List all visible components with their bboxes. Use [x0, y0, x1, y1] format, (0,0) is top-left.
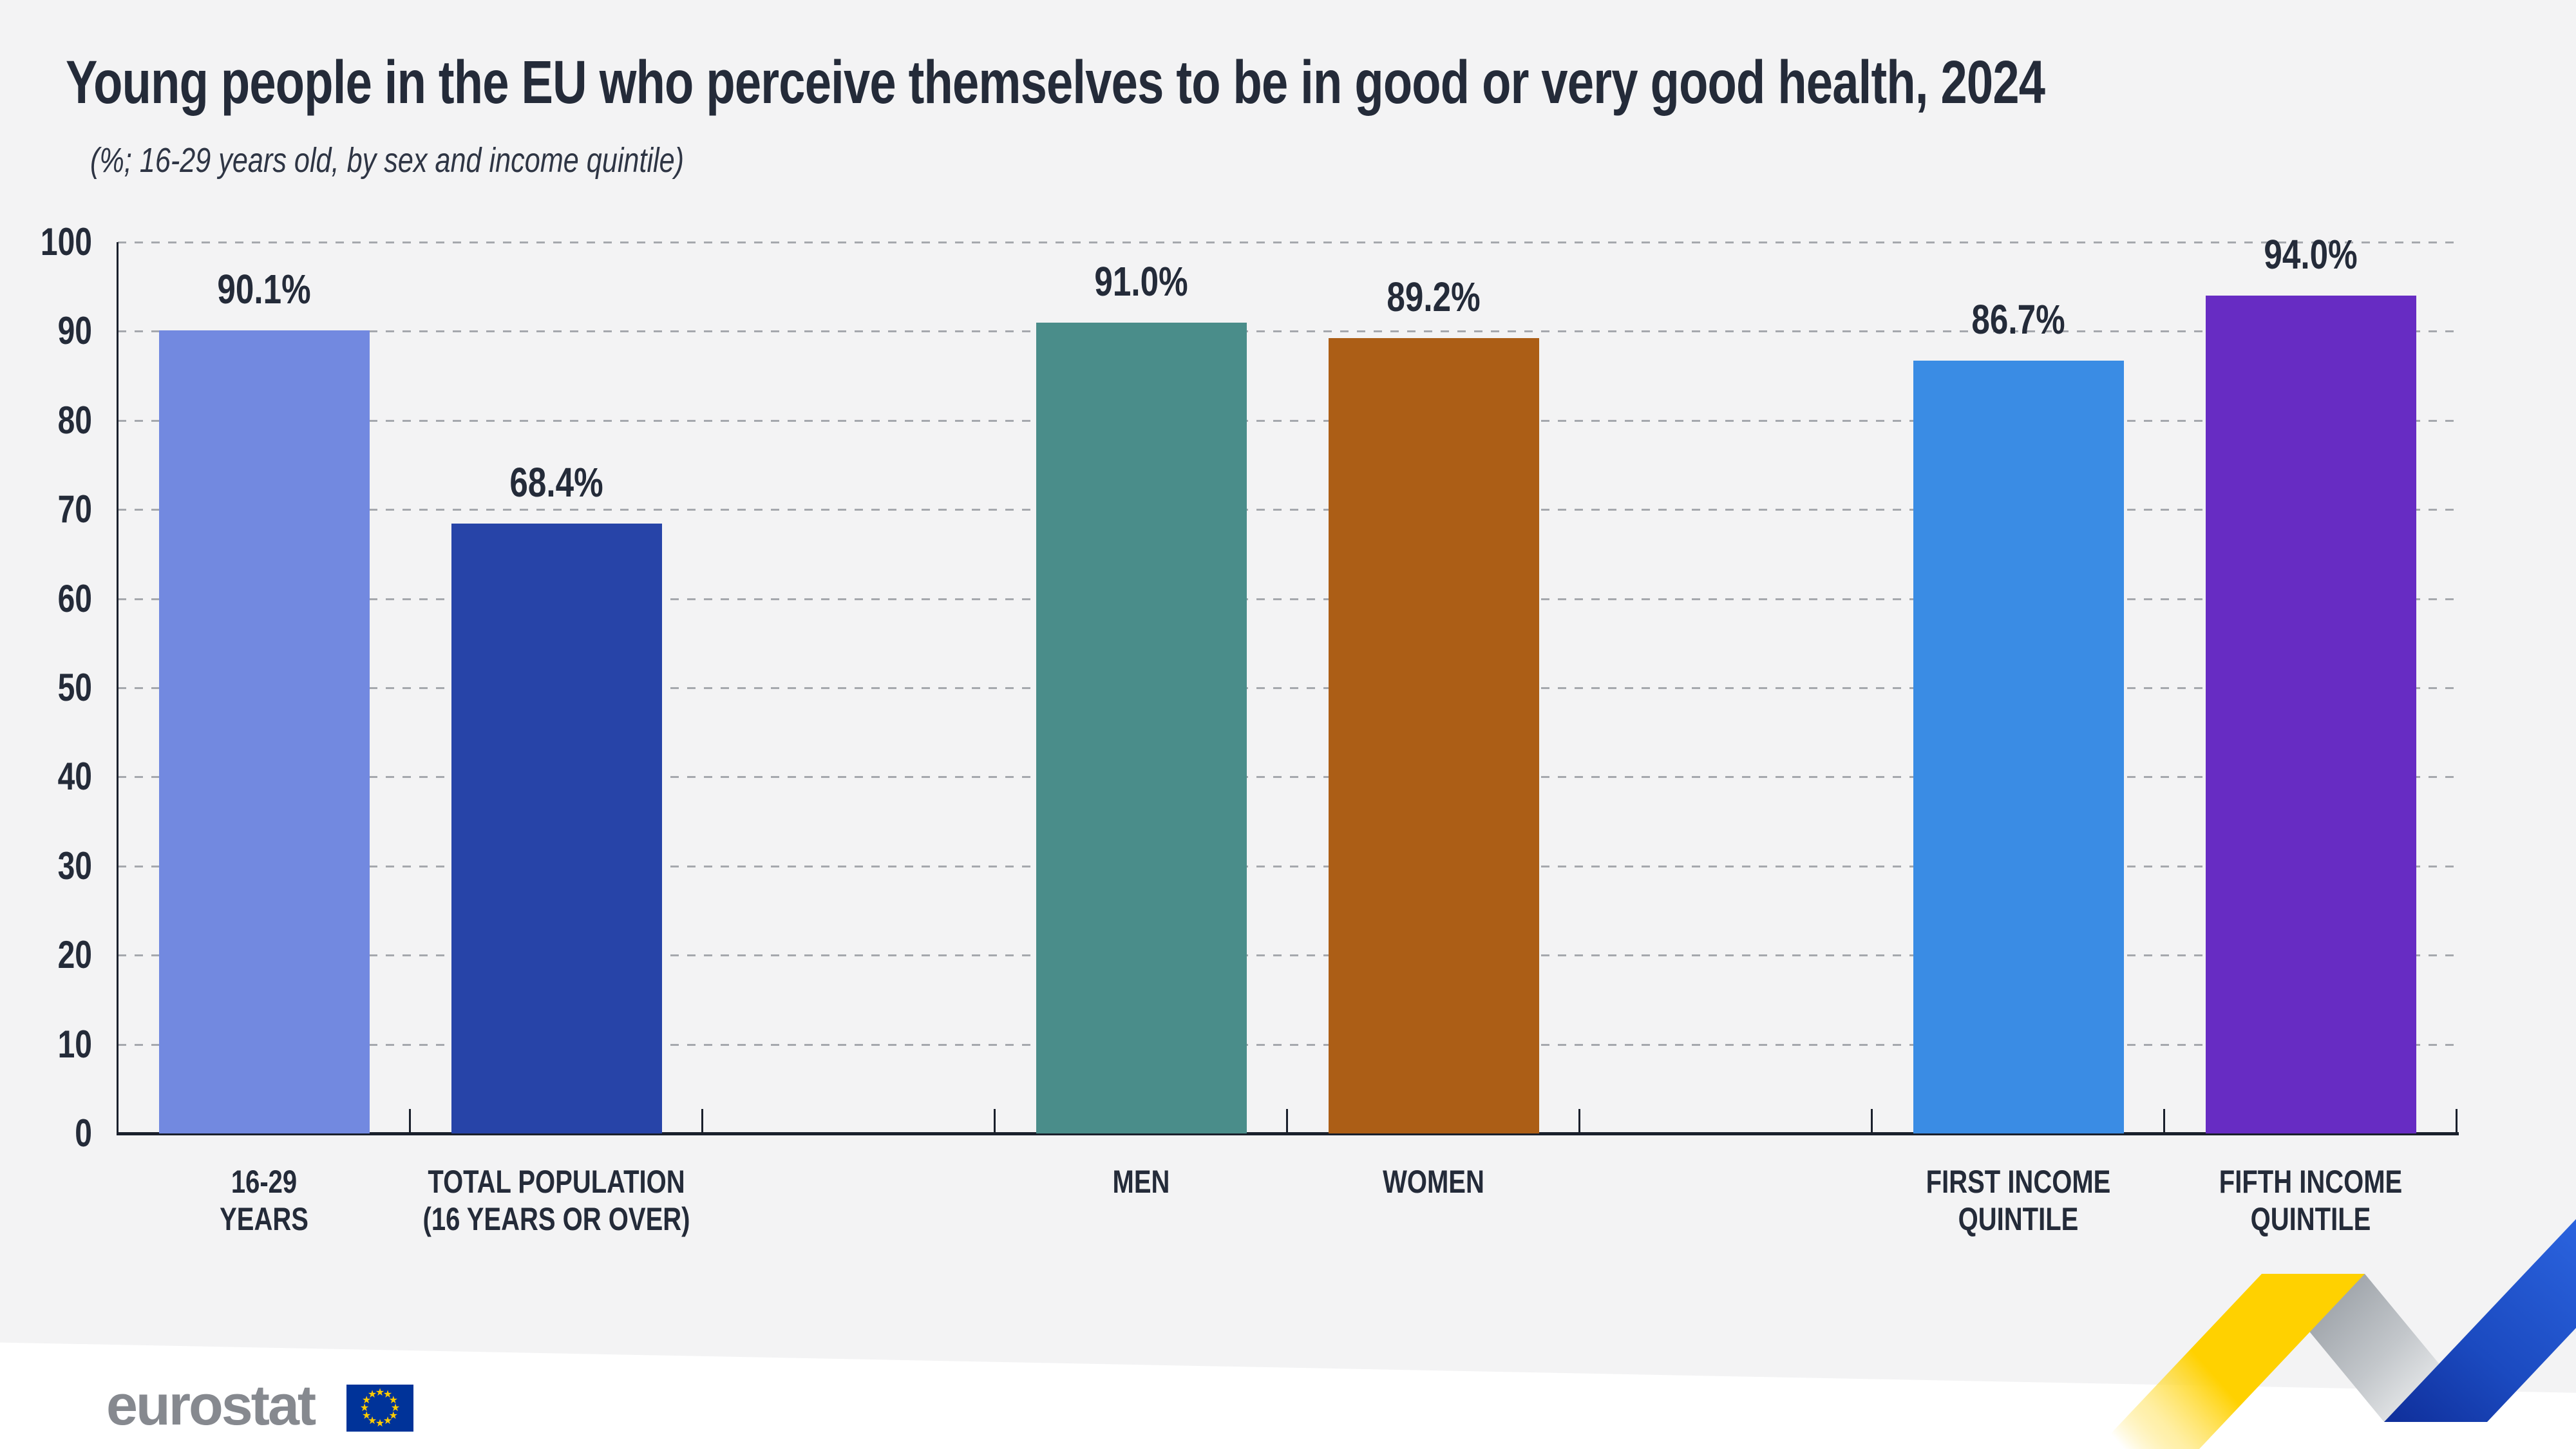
y-axis-label: 80	[57, 398, 92, 442]
gridline	[118, 330, 2457, 333]
gridline	[118, 776, 2457, 779]
flag-star-icon: ★	[362, 1394, 372, 1406]
gridline	[118, 687, 2457, 689]
flag-star-icon: ★	[388, 1410, 398, 1421]
bar-total-population-16-years-or-over	[451, 524, 662, 1133]
x-axis-label: 16-29 YEARS	[220, 1164, 308, 1237]
chart-subtitle: (%; 16-29 years old, by sex and income q…	[90, 141, 685, 180]
y-axis-label: 60	[57, 576, 92, 620]
x-axis-tick	[994, 1109, 996, 1132]
gridline	[118, 954, 2457, 957]
flag-star-icon: ★	[383, 1388, 393, 1400]
flag-star-icon: ★	[375, 1417, 385, 1429]
gridline	[118, 865, 2457, 867]
flag-star-icon: ★	[367, 1388, 377, 1400]
x-axis-tick	[1578, 1109, 1580, 1132]
x-axis-tick	[1286, 1109, 1288, 1132]
bar-value-label: 89.2%	[1387, 274, 1481, 321]
chart-title: Young people in the EU who perceive them…	[66, 48, 2045, 117]
bar-value-label: 90.1%	[217, 266, 311, 313]
bar-16-29-years	[158, 330, 370, 1133]
y-axis-label: 10	[57, 1022, 92, 1066]
bar-men	[1036, 322, 1247, 1133]
y-axis-label: 50	[57, 666, 92, 709]
ribbon-blue-segment	[2384, 1219, 2576, 1422]
flag-star-icon: ★	[375, 1387, 385, 1398]
y-axis-label: 30	[57, 844, 92, 887]
x-axis-line	[117, 1132, 2459, 1135]
x-axis-label: WOMEN	[1383, 1164, 1484, 1200]
flag-star-icon: ★	[383, 1416, 393, 1427]
eu-flag-icon: ★ ★ ★ ★ ★ ★ ★ ★ ★ ★ ★ ★	[346, 1385, 413, 1432]
bar-value-label: 94.0%	[2264, 231, 2358, 278]
y-axis-label: 20	[57, 933, 92, 977]
y-axis-label: 40	[57, 755, 92, 799]
x-axis-tick	[2456, 1109, 2458, 1132]
y-axis-line	[117, 242, 118, 1133]
bar-value-label: 86.7%	[1971, 296, 2065, 343]
x-axis-tick	[2163, 1109, 2165, 1132]
x-axis-label: FIFTH INCOME QUINTILE	[2219, 1164, 2403, 1237]
y-axis-label: 0	[75, 1112, 92, 1155]
eurostat-ribbon-decoration	[2096, 1219, 2576, 1449]
flag-star-icon: ★	[362, 1410, 372, 1421]
gridline	[118, 1043, 2457, 1046]
gridline	[118, 509, 2457, 511]
gridline	[118, 419, 2457, 422]
x-axis-label: FIRST INCOME QUINTILE	[1926, 1164, 2111, 1237]
x-axis-tick	[1871, 1109, 1873, 1132]
y-axis-label: 70	[57, 488, 92, 531]
x-axis-label: TOTAL POPULATION (16 YEARS OR OVER)	[422, 1164, 690, 1237]
y-axis-label: 100	[40, 220, 92, 263]
bar-value-label: 91.0%	[1094, 258, 1188, 305]
gridline	[118, 242, 2457, 243]
bar-first-income-quintile	[1913, 361, 2124, 1133]
x-axis-label: MEN	[1112, 1164, 1170, 1200]
ribbon-yellow-segment	[2096, 1274, 2365, 1449]
bar-value-label: 68.4%	[509, 459, 603, 506]
bar-fifth-income-quintile	[2205, 296, 2416, 1133]
flag-star-icon: ★	[367, 1416, 377, 1427]
eurostat-logo-text: eurostat	[106, 1373, 316, 1437]
gridline	[118, 598, 2457, 600]
flag-star-icon: ★	[359, 1402, 370, 1414]
x-axis-tick	[409, 1109, 411, 1132]
y-axis-label: 90	[57, 309, 92, 353]
flag-star-icon: ★	[390, 1402, 401, 1414]
flag-star-icon: ★	[388, 1394, 398, 1406]
bar-women	[1328, 338, 1539, 1133]
x-axis-tick	[701, 1109, 703, 1132]
